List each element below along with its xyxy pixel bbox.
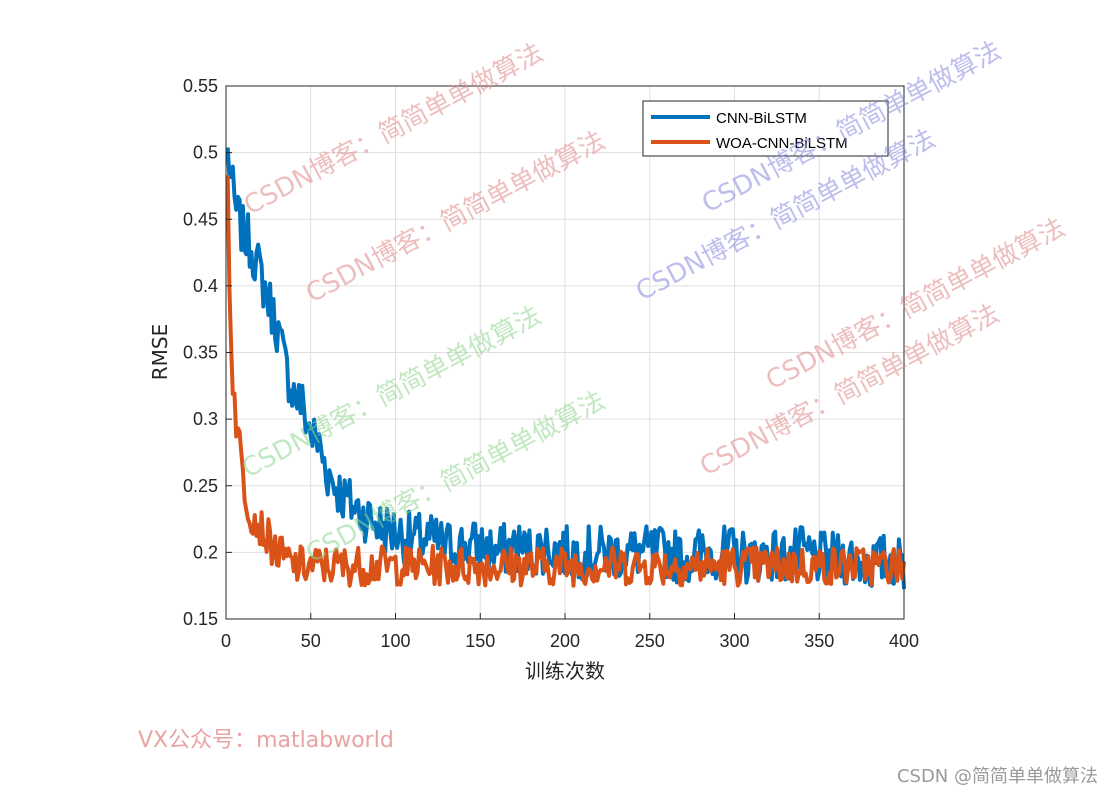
series-line-cnn-bilstm <box>225 147 906 590</box>
x-tick-label: 200 <box>550 631 580 651</box>
x-tick-label: 150 <box>465 631 495 651</box>
legend-label-cnn-bilstm: CNN-BiLSTM <box>716 110 807 127</box>
y-tick-label: 0.5 <box>193 143 218 163</box>
y-tick-label: 0.4 <box>193 276 218 296</box>
x-tick-labels: 0 50 100 150 200 250 300 350 400 <box>221 631 919 651</box>
footer-note: VX公众号：matlabworld <box>138 728 394 753</box>
x-tick-label: 0 <box>221 631 231 651</box>
y-tick-label: 0.55 <box>183 76 218 96</box>
y-axis-label: RMSE <box>148 324 172 380</box>
y-tick-label: 0.3 <box>193 409 218 429</box>
y-tick-label: 0.2 <box>193 542 218 562</box>
tick-marks <box>225 85 905 620</box>
legend-box <box>642 100 889 157</box>
series-layer <box>225 147 906 590</box>
x-tick-label: 300 <box>719 631 749 651</box>
x-tick-label: 400 <box>889 631 919 651</box>
legend-label-woa-cnn-bilstm: WOA-CNN-BiLSTM <box>716 135 848 152</box>
y-tick-labels: 0.15 0.2 0.25 0.3 0.35 0.4 0.45 0.5 0.55 <box>183 76 218 629</box>
y-tick-label: 0.35 <box>183 343 218 363</box>
y-tick-label: 0.25 <box>183 476 218 496</box>
x-tick-label: 50 <box>301 631 321 651</box>
y-tick-label: 0.15 <box>183 609 218 629</box>
series-line-woa-cnn-bilstm <box>225 175 906 588</box>
x-tick-label: 250 <box>635 631 665 651</box>
x-tick-label: 350 <box>804 631 834 651</box>
legend: CNN-BiLSTM WOA-CNN-BiLSTM <box>642 100 889 157</box>
x-tick-label: 100 <box>380 631 410 651</box>
credit-text: CSDN @简简单单做算法 <box>896 766 1098 787</box>
x-axis-label: 训练次数 <box>525 659 605 683</box>
y-tick-label: 0.45 <box>183 209 218 229</box>
